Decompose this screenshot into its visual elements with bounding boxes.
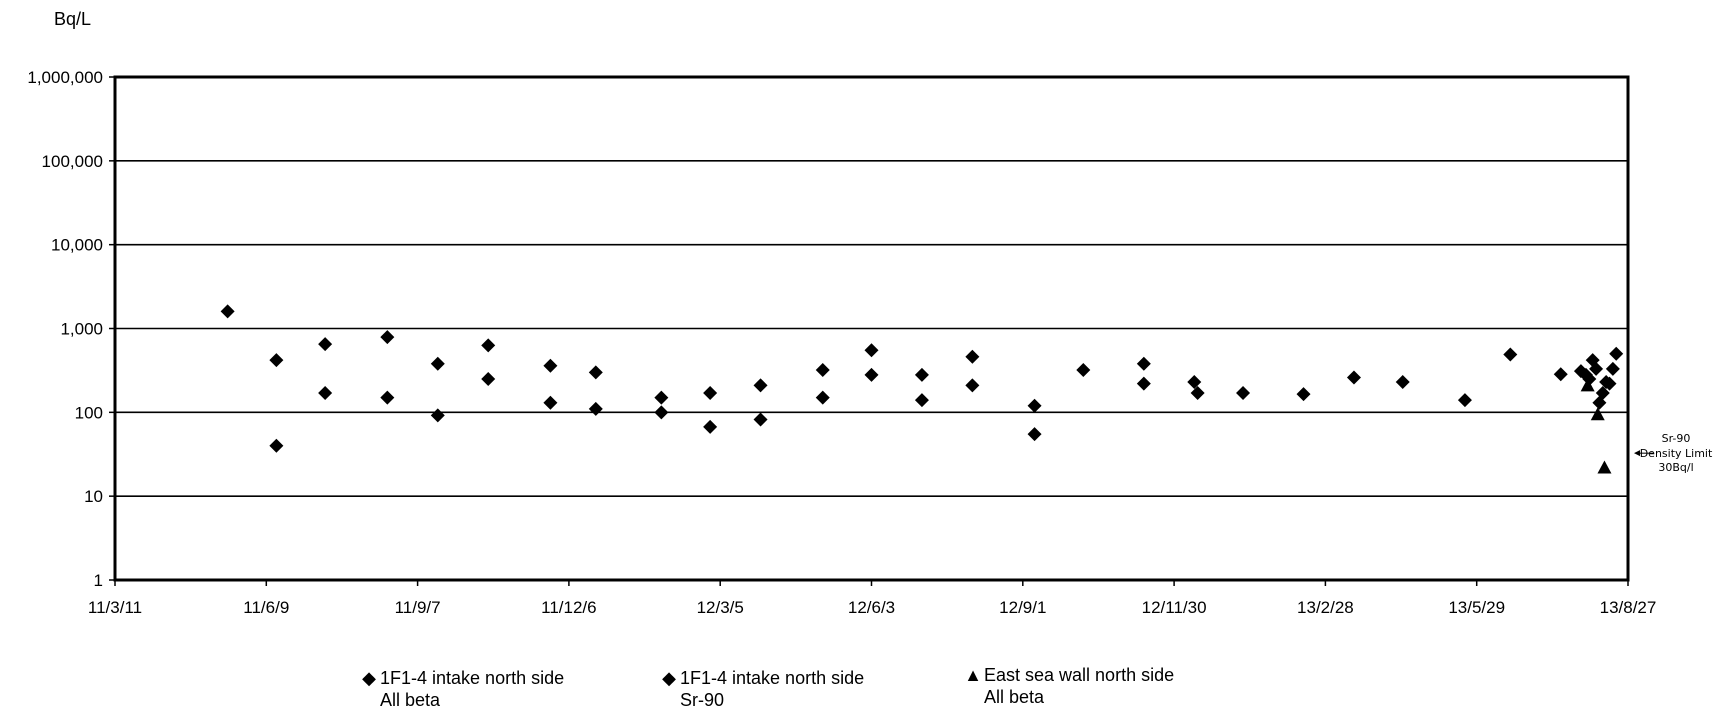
y-axis-unit: Bq/L (54, 9, 91, 29)
gridlines (115, 160, 1628, 497)
data-point-all-beta (864, 367, 879, 382)
data-point-all-beta (380, 330, 395, 345)
y-tick-label: 100 (75, 403, 103, 422)
data-point-all-beta (815, 390, 830, 405)
data-point-all-beta (220, 304, 235, 319)
data-points (220, 304, 1624, 474)
data-point-all-beta (543, 395, 558, 410)
data-point-all-beta (588, 365, 603, 380)
data-point-all-beta (1136, 376, 1151, 391)
data-point-all-beta (753, 412, 768, 427)
data-point-all-beta (1236, 386, 1251, 401)
data-point-sr90 (1595, 386, 1610, 401)
data-point-sr90 (1589, 361, 1604, 376)
y-tick-label: 1 (94, 571, 103, 590)
legend-label-line1: 1F1-4 intake north side (380, 668, 565, 688)
x-tick-label: 11/9/7 (395, 598, 441, 617)
data-point-all-beta (654, 405, 669, 420)
x-tick-label: 11/6/9 (243, 598, 289, 617)
data-point-all-beta (588, 401, 603, 416)
data-point-all-beta (380, 390, 395, 405)
data-point-all-beta (269, 438, 284, 453)
data-point-all-beta (914, 393, 929, 408)
legend-label-line1: 1F1-4 intake north side (680, 668, 865, 688)
y-tick-label: 10 (84, 487, 103, 506)
annotation-arrow-head (1634, 450, 1640, 457)
y-tick-label: 1,000,000 (27, 68, 103, 87)
data-point-all-beta (543, 358, 558, 373)
data-point-all-beta (864, 343, 879, 358)
data-point-sr90 (1503, 347, 1518, 362)
data-point-all-beta (1296, 387, 1311, 402)
data-point-all-beta (965, 378, 980, 393)
data-point-all-beta (1136, 356, 1151, 371)
x-tick-label: 13/5/29 (1448, 598, 1505, 617)
triangle-marker-icon: ▲ (964, 665, 982, 685)
data-point-all-beta (1395, 375, 1410, 390)
data-point-all-beta (481, 338, 496, 353)
y-tick-label: 10,000 (51, 236, 103, 255)
diamond-marker-icon: ◆ (662, 668, 676, 688)
data-point-all-beta (914, 367, 929, 382)
data-point-triangle (1590, 407, 1605, 421)
annotation-line-3: 30Bq/l (1658, 461, 1693, 474)
y-tick-label: 1,000 (60, 320, 103, 339)
legend-label-line2: All beta (984, 687, 1045, 707)
x-tick-label: 12/11/30 (1142, 598, 1207, 617)
x-tick-label: 11/12/6 (541, 598, 596, 617)
data-point-sr90 (1602, 376, 1617, 391)
data-point-all-beta (318, 337, 333, 352)
data-point-all-beta (1027, 427, 1042, 442)
x-axis-ticks: 11/3/11 11/6/9 11/9/7 11/12/6 12/3/5 12/6/3 12… (88, 580, 1656, 617)
data-point-all-beta (1076, 362, 1091, 377)
data-point-all-beta (430, 356, 445, 371)
data-point-all-beta (815, 362, 830, 377)
density-limit-annotation: Sr-90 Density Limit 30Bq/l (1634, 432, 1713, 474)
data-point-sr90 (1605, 361, 1620, 376)
data-point-triangle (1597, 460, 1612, 474)
data-point-sr90 (1553, 367, 1568, 382)
data-point-all-beta (318, 386, 333, 401)
legend-label-line2: All beta (380, 690, 441, 710)
data-point-all-beta (654, 390, 669, 405)
data-point-triangle (1580, 378, 1595, 392)
data-point-all-beta (1457, 393, 1472, 408)
annotation-line-1: Sr-90 (1662, 432, 1691, 445)
legend-item-sea-wall-all-beta: ▲ East sea wall north side All beta (962, 664, 1174, 708)
x-tick-label: 12/3/5 (697, 598, 744, 617)
legend-label-line1: East sea wall north side (984, 665, 1175, 685)
x-tick-label: 12/6/3 (848, 598, 895, 617)
x-tick-label: 11/3/11 (88, 598, 142, 617)
legend-item-intake-sr90: ◆ 1F1-4 intake north side Sr-90 (658, 667, 864, 711)
y-axis-ticks: 1 10 100 1,000 10,000 100,000 1,000,000 (27, 68, 115, 590)
data-point-all-beta (430, 408, 445, 423)
data-point-sr90 (1609, 346, 1624, 361)
data-point-all-beta (1187, 375, 1202, 390)
data-point-all-beta (703, 419, 718, 434)
data-point-all-beta (269, 353, 284, 368)
x-tick-label: 12/9/1 (999, 598, 1046, 617)
data-point-all-beta (703, 386, 718, 401)
data-point-all-beta (1027, 398, 1042, 413)
x-tick-label: 13/2/28 (1297, 598, 1354, 617)
annotation-line-2: Density Limit (1640, 447, 1713, 460)
legend-item-intake-all-beta: ◆ 1F1-4 intake north side All beta (358, 667, 564, 711)
data-point-all-beta (1346, 370, 1361, 385)
y-tick-label: 100,000 (42, 152, 103, 171)
x-tick-label: 13/8/27 (1600, 598, 1657, 617)
data-point-all-beta (1190, 386, 1205, 401)
data-point-all-beta (753, 378, 768, 393)
data-point-all-beta (965, 349, 980, 364)
legend-label-line2: Sr-90 (680, 690, 725, 710)
data-point-all-beta (481, 371, 496, 386)
diamond-marker-icon: ◆ (362, 668, 376, 688)
